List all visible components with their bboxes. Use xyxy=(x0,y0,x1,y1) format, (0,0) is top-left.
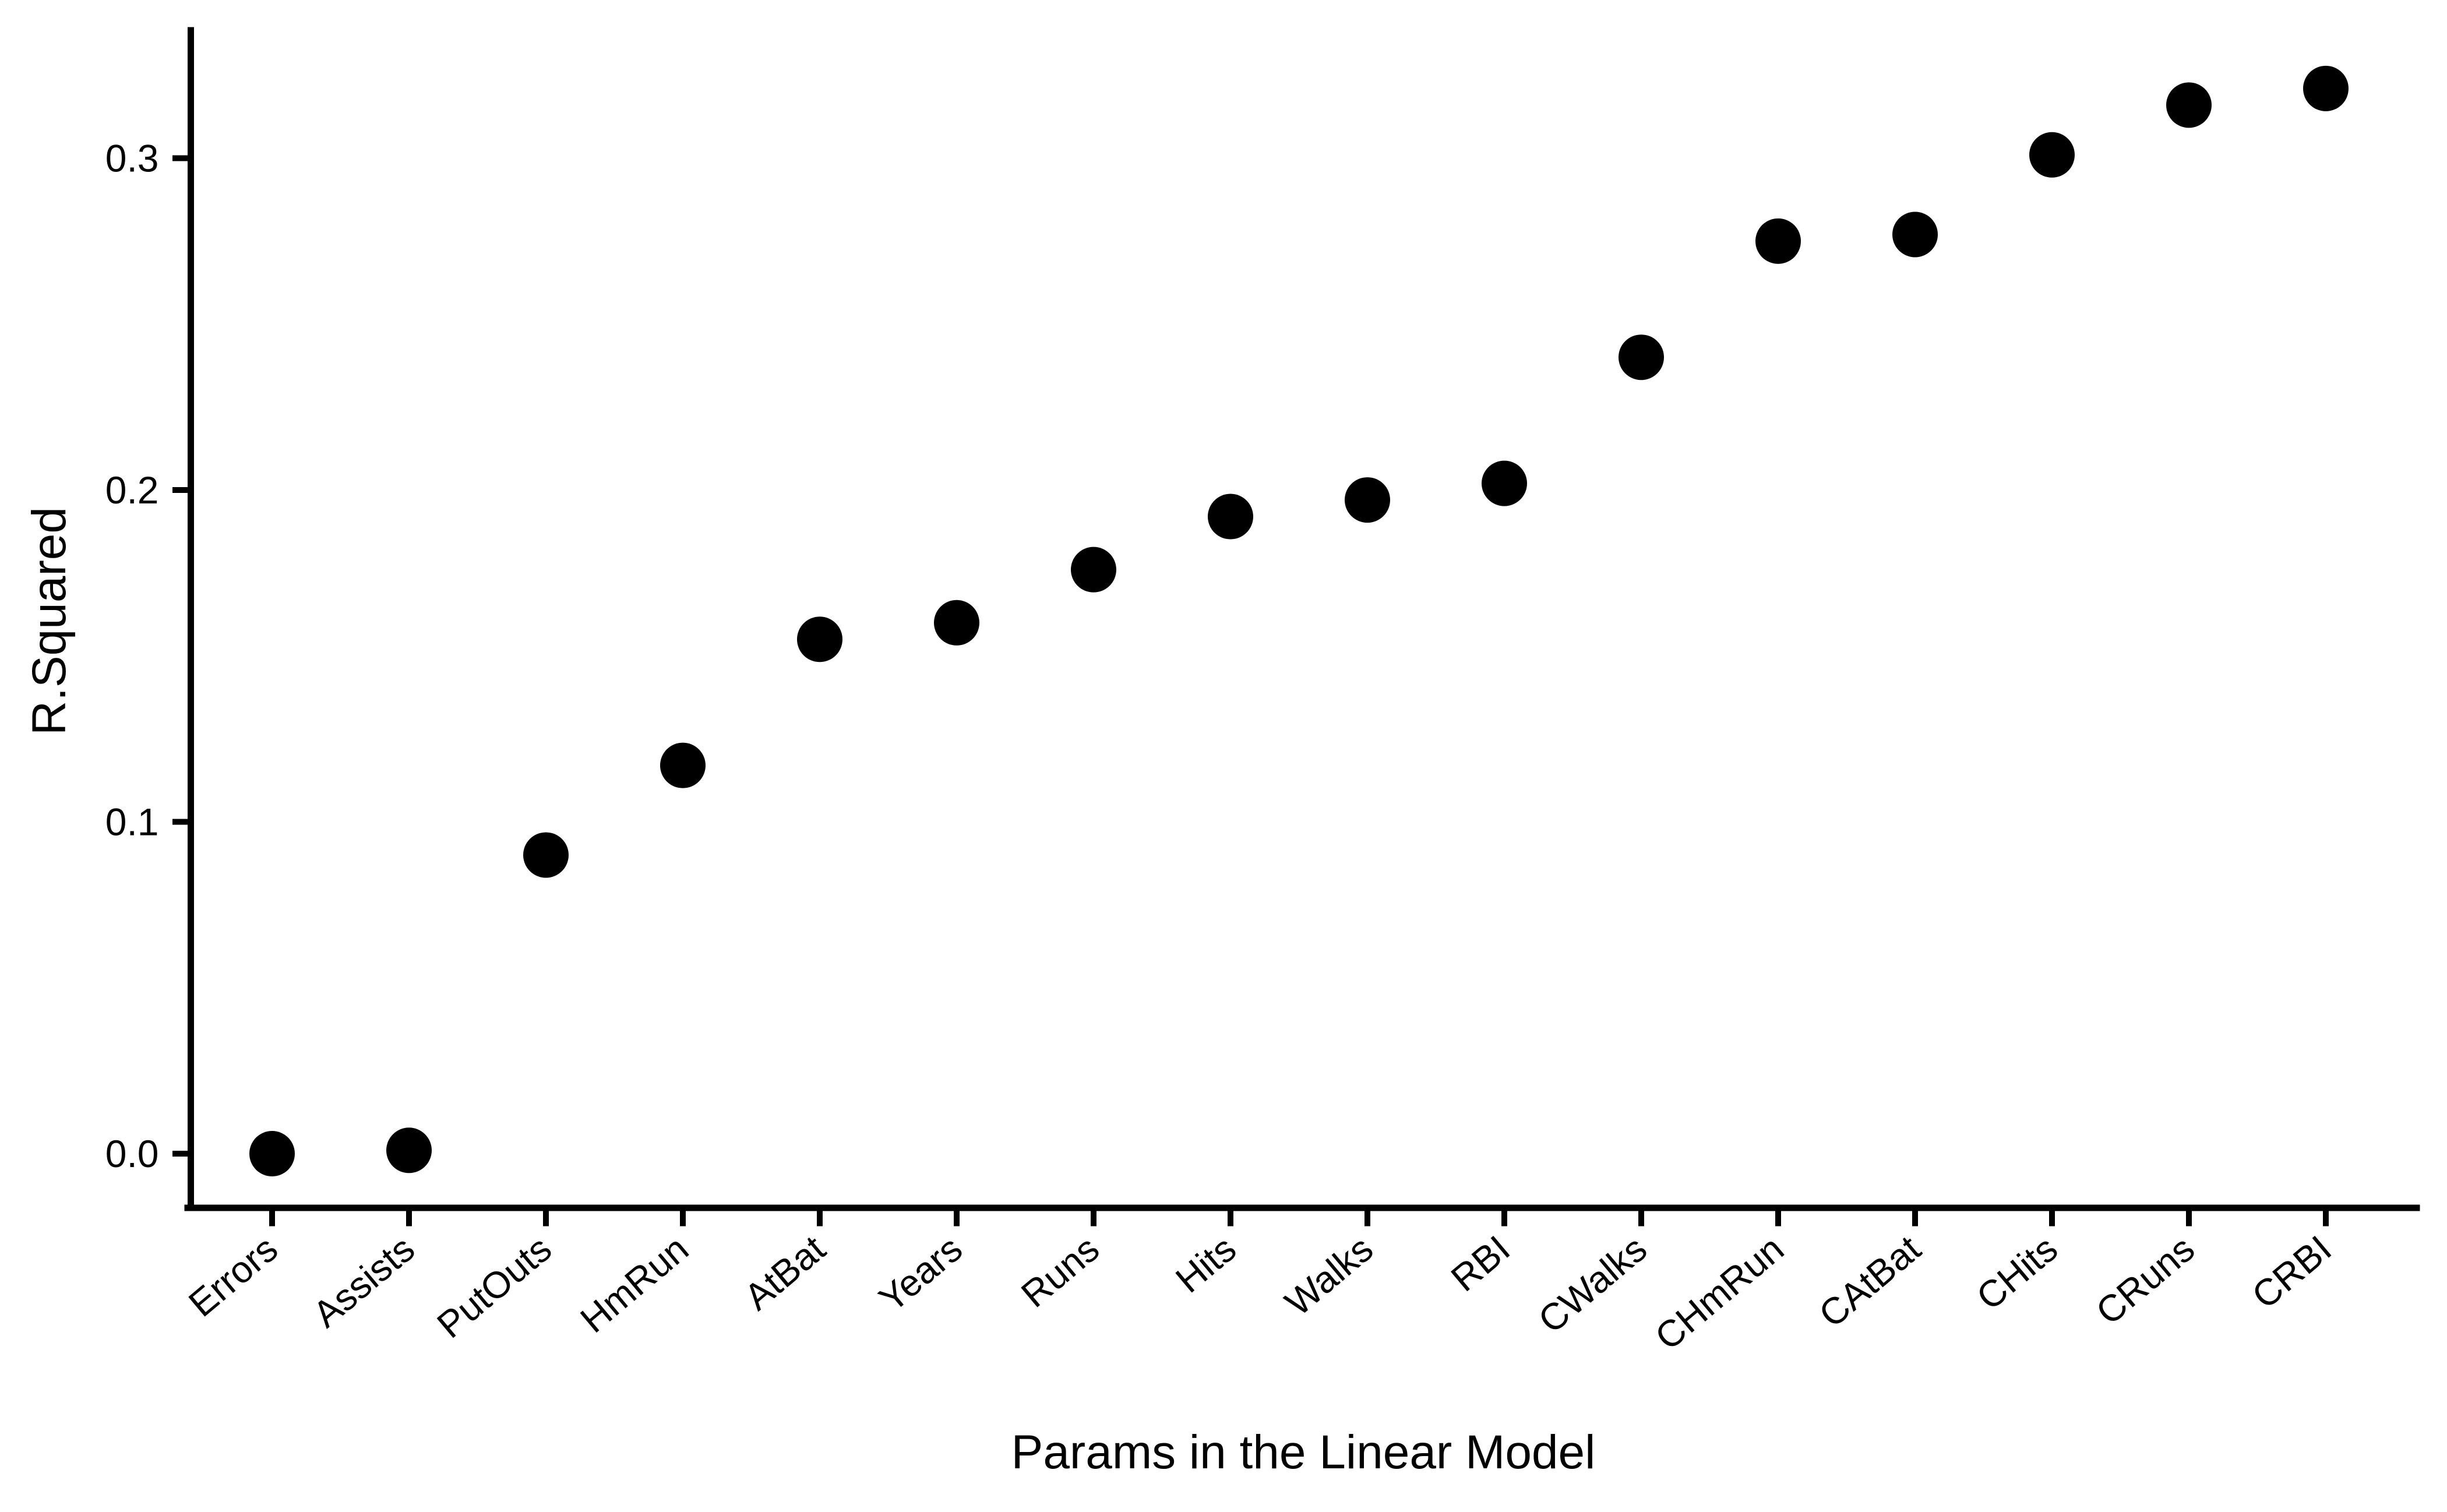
category-label: CRBI xyxy=(2244,1228,2339,1317)
category-label: Runs xyxy=(1013,1228,1107,1316)
data-points xyxy=(249,65,2349,1176)
data-point xyxy=(2303,65,2349,111)
data-point xyxy=(1345,477,1390,523)
y-tick-label: 0.2 xyxy=(105,468,159,512)
y-axis-title: R.Squared xyxy=(23,507,76,735)
category-label: AtBat xyxy=(736,1227,833,1318)
x-axis-title: Params in the Linear Model xyxy=(1011,1426,1596,1479)
y-axis-ticks xyxy=(172,155,188,1157)
data-point xyxy=(1208,494,1253,540)
category-label: Errors xyxy=(181,1228,285,1325)
category-label: Hits xyxy=(1168,1228,1244,1301)
data-point xyxy=(2166,82,2212,128)
x-axis-category-labels: Errors Assists PutOuts HmRun AtBat Years Runs H… xyxy=(181,1227,2339,1358)
data-point xyxy=(386,1127,432,1173)
data-point xyxy=(249,1131,295,1176)
category-label: Walks xyxy=(1277,1228,1381,1324)
category-label: CHmRun xyxy=(1647,1228,1792,1358)
data-point xyxy=(1482,460,1527,506)
data-point xyxy=(934,600,979,646)
y-tick-label: 0.3 xyxy=(105,137,159,180)
category-label: Years xyxy=(871,1228,970,1320)
data-point xyxy=(1071,547,1116,593)
y-tick-label: 0.0 xyxy=(105,1132,159,1175)
category-label: RBI xyxy=(1443,1228,1518,1300)
data-point xyxy=(1892,212,1938,258)
data-point xyxy=(660,742,706,788)
data-point xyxy=(1619,334,1664,380)
category-label: CAtBat xyxy=(1811,1227,1928,1335)
y-axis-tick-labels: 0.0 0.1 0.2 0.3 xyxy=(105,137,159,1176)
category-label: CRuns xyxy=(2088,1228,2202,1333)
category-label: Assists xyxy=(305,1228,422,1335)
x-axis-ticks xyxy=(269,1211,2329,1226)
data-point xyxy=(523,832,569,878)
data-point xyxy=(2029,132,2075,178)
data-point xyxy=(1755,218,1801,264)
data-point xyxy=(797,616,842,662)
category-label: PutOuts xyxy=(429,1228,559,1347)
category-label: CHits xyxy=(1969,1228,2065,1319)
category-label: HmRun xyxy=(573,1228,696,1341)
y-tick-label: 0.1 xyxy=(105,801,159,844)
category-label: CWalks xyxy=(1531,1228,1655,1341)
